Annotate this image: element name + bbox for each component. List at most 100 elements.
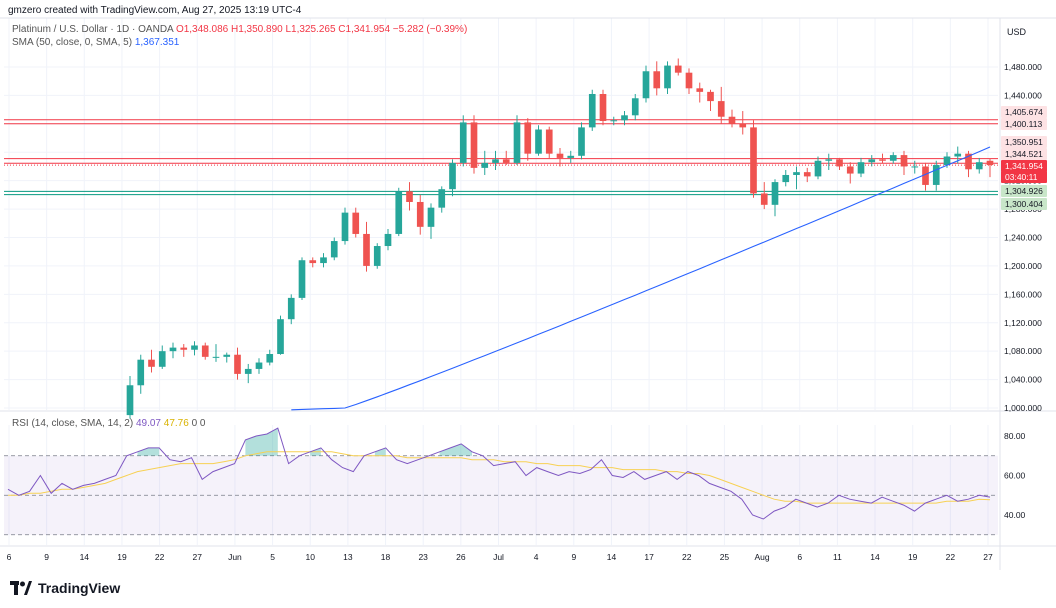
rsi-overbought-fill <box>374 447 386 456</box>
candle-body <box>513 122 521 163</box>
sma-path <box>291 146 991 411</box>
currency-label[interactable]: USD <box>1007 27 1027 37</box>
candle-body <box>416 201 424 227</box>
time-tick-label: 25 <box>720 552 730 562</box>
price-tag: 1,405.674 <box>1001 106 1047 118</box>
sma-legend[interactable]: SMA (50, close, 0, SMA, 5) 1,367.351 <box>12 37 179 48</box>
candle <box>674 58 682 76</box>
candle-body <box>954 153 962 157</box>
candle-body <box>986 160 994 166</box>
candle-body <box>330 241 338 258</box>
candle <box>642 65 650 103</box>
candle-body <box>879 159 886 161</box>
candle-body <box>223 354 231 357</box>
price-tick-label: 1,200.000 <box>1004 261 1042 271</box>
candle <box>287 294 295 325</box>
candle-body <box>341 212 349 242</box>
time-axis[interactable]: 6 9 14 19 22 27 Jun 5 10 13 18 23 26 Jul 4 9 14 17 22 25 Aug… <box>7 552 993 562</box>
candle <box>846 162 854 184</box>
candle-body <box>201 345 209 357</box>
candle <box>341 207 349 245</box>
credit-text: gmzero created with TradingView.com, Aug… <box>8 5 302 16</box>
candle-body <box>739 123 747 128</box>
symbol-legend[interactable]: Platinum / U.S. Dollar · 1D · OANDA O1,3… <box>12 24 467 35</box>
tradingview-logo[interactable]: TradingView <box>10 578 120 598</box>
candle <box>406 182 413 211</box>
candle <box>255 358 263 374</box>
candle-body <box>502 159 510 163</box>
price-tag-label: 1,344.521 <box>1005 149 1043 159</box>
rsi-axis[interactable]: 80.00 60.00 40.00 <box>1004 431 1026 520</box>
candle <box>363 221 370 272</box>
candle-body <box>191 345 198 350</box>
candle <box>975 157 983 174</box>
price-tag: 1,344.521 <box>1001 148 1047 160</box>
rsi-value: 49.07 <box>135 418 161 429</box>
rsi-extra: 0 0 <box>191 418 206 429</box>
candle <box>621 111 628 126</box>
time-tick-label: 9 <box>571 552 576 562</box>
symbol-ohlc: O1,348.086 H1,350.890 L1,325.265 C1,341.… <box>175 24 468 35</box>
candle-body <box>545 129 553 154</box>
candle-body <box>771 182 779 205</box>
candle-body <box>266 354 274 363</box>
candle <box>201 342 209 360</box>
candle <box>932 160 940 191</box>
candle <box>373 243 381 269</box>
price-tag: 1,350.951 <box>1001 136 1047 148</box>
candle-body <box>384 233 392 247</box>
candle-body <box>148 359 155 367</box>
candle-body <box>965 153 972 170</box>
candle-body <box>836 159 843 167</box>
sma-value: 1,367.351 <box>134 37 180 48</box>
candle-body <box>717 101 725 117</box>
candle <box>760 182 768 210</box>
time-tick-label: Jun <box>228 552 242 562</box>
candle <box>545 126 553 158</box>
candle <box>126 376 134 419</box>
candle <box>588 89 596 131</box>
candle <box>481 150 489 175</box>
candle-body <box>406 191 413 202</box>
price-tick-label: 1,160.000 <box>1004 289 1042 299</box>
candle <box>922 162 929 191</box>
candle <box>911 160 919 174</box>
candle-body <box>492 159 499 163</box>
candle <box>470 115 478 174</box>
candle-body <box>578 127 585 156</box>
time-tick-label: 18 <box>381 552 391 562</box>
time-tick-label: 26 <box>456 552 466 562</box>
candle <box>513 115 521 166</box>
time-tick-label: 22 <box>682 552 692 562</box>
candle <box>717 86 725 124</box>
candle <box>610 116 618 126</box>
candle <box>653 61 661 96</box>
candlestick-series <box>126 58 994 419</box>
candle-body <box>535 129 542 154</box>
rsi-legend[interactable]: RSI (14, close, SMA, 14, 2) 49.07 47.76 … <box>12 418 205 429</box>
candle-body <box>363 233 370 266</box>
price-tag-bg <box>1001 171 1047 183</box>
candle-body <box>900 155 908 167</box>
candle-body <box>481 162 489 168</box>
candle <box>277 315 284 355</box>
time-tick-label: 14 <box>80 552 90 562</box>
time-tick-label: 9 <box>44 552 49 562</box>
rsi-ma-path <box>8 451 991 504</box>
candle-body <box>750 127 757 194</box>
candle-body <box>599 93 607 121</box>
candle-body <box>180 347 188 350</box>
price-tag-label: 1,341.954 <box>1005 161 1043 171</box>
candle <box>556 147 564 167</box>
price-tag-bg <box>1001 148 1047 160</box>
candle <box>169 342 177 359</box>
candle <box>212 344 220 362</box>
candle <box>889 152 897 164</box>
price-tags: 1,405.674 1,400.113 1,350.951 1,344.521 1,34… <box>1001 106 1047 210</box>
candle-body <box>567 155 575 158</box>
price-tag-label: 1,350.951 <box>1005 137 1043 147</box>
candle <box>191 341 198 356</box>
candle-body <box>427 207 435 227</box>
candle-body <box>298 260 306 298</box>
